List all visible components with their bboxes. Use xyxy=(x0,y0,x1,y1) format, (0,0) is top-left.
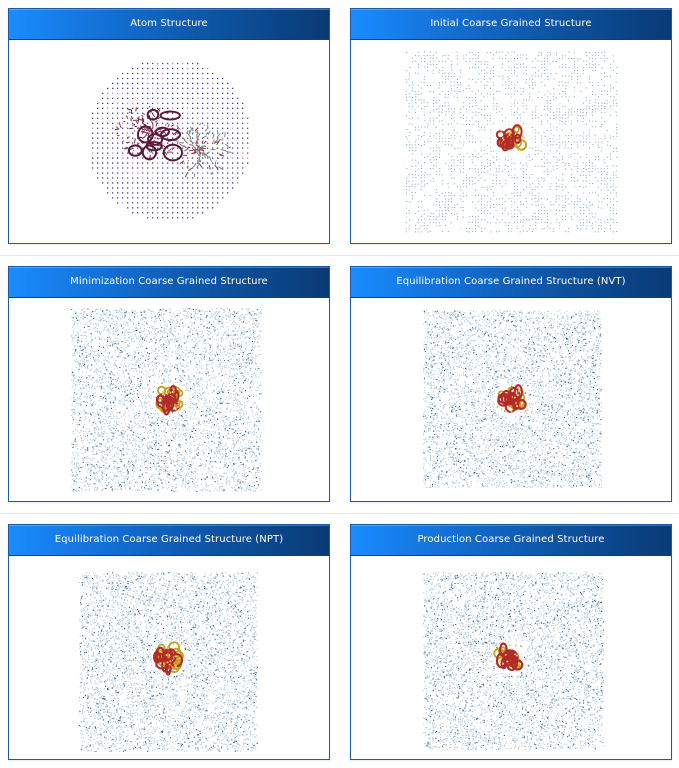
row-divider xyxy=(0,255,679,256)
panel-production-coarse-grained: Production Coarse Grained Structure xyxy=(350,524,672,760)
minimization-structure-render xyxy=(71,307,262,493)
initial-structure-render xyxy=(351,40,671,243)
protein-core xyxy=(496,384,527,413)
panel-equilibration-nvt: Equilibration Coarse Grained Structure (… xyxy=(350,266,672,502)
panel-title: Minimization Coarse Grained Structure xyxy=(9,267,329,298)
structure-image xyxy=(9,298,329,501)
protein-core xyxy=(153,641,184,676)
panel-title: Initial Coarse Grained Structure xyxy=(351,9,671,40)
nvt-structure-render xyxy=(423,310,602,489)
solvent-grid-alt xyxy=(92,62,249,214)
panel-initial-coarse-grained: Initial Coarse Grained Structure xyxy=(350,8,672,244)
atom-structure-render xyxy=(92,62,249,219)
panel-title: Atom Structure xyxy=(9,9,329,40)
production-structure-render xyxy=(423,571,605,751)
protein-core xyxy=(495,124,528,152)
panel-title: Equilibration Coarse Grained Structure (… xyxy=(351,267,671,298)
protein-core xyxy=(155,385,184,416)
solvent-beads xyxy=(423,571,604,751)
panel-title: Equilibration Coarse Grained Structure (… xyxy=(9,525,329,556)
panel-equilibration-npt: Equilibration Coarse Grained Structure (… xyxy=(8,524,330,760)
panel-minimization-coarse-grained: Minimization Coarse Grained Structure xyxy=(8,266,330,502)
panel-atom-structure: Atom Structure xyxy=(8,8,330,244)
solvent-beads xyxy=(423,310,602,489)
structure-image xyxy=(351,298,671,501)
structure-image xyxy=(351,40,671,243)
structure-image xyxy=(9,556,329,759)
structure-image xyxy=(351,556,671,759)
protein-atoms xyxy=(114,105,232,178)
npt-structure-render xyxy=(79,571,258,753)
structure-image xyxy=(9,40,329,243)
protein-core xyxy=(493,642,527,671)
alignment-streaks xyxy=(351,40,671,243)
solvent-beads-dark xyxy=(423,310,602,488)
row-divider xyxy=(0,513,679,514)
solvent-beads xyxy=(71,307,262,493)
panel-title: Production Coarse Grained Structure xyxy=(351,525,671,556)
